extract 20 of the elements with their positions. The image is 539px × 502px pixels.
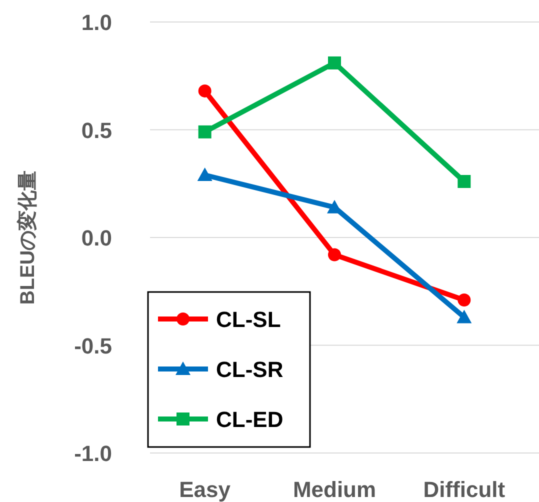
x-tick-label: Difficult bbox=[423, 477, 506, 502]
point bbox=[197, 168, 212, 182]
y-tick-label: 1.0 bbox=[81, 10, 112, 35]
y-axis-title: BLEUの変化量 bbox=[16, 170, 39, 305]
point bbox=[328, 248, 341, 262]
x-tick-label: Medium bbox=[292, 477, 376, 502]
y-tick-label: 0.5 bbox=[81, 118, 112, 143]
y-tick-label: -0.5 bbox=[74, 333, 112, 358]
point bbox=[198, 125, 212, 138]
point bbox=[198, 84, 212, 98]
legend-label: CL-SL bbox=[216, 307, 281, 332]
point bbox=[458, 174, 471, 188]
legend-label: CL-SR bbox=[216, 357, 284, 382]
y-tick-label: 0.0 bbox=[81, 226, 112, 250]
point bbox=[328, 56, 341, 70]
x-tick-label: Easy bbox=[179, 477, 232, 502]
point bbox=[456, 310, 472, 324]
legend-label: CL-ED bbox=[216, 407, 284, 432]
y-tick-label: -1.0 bbox=[74, 441, 112, 466]
point bbox=[458, 293, 471, 306]
